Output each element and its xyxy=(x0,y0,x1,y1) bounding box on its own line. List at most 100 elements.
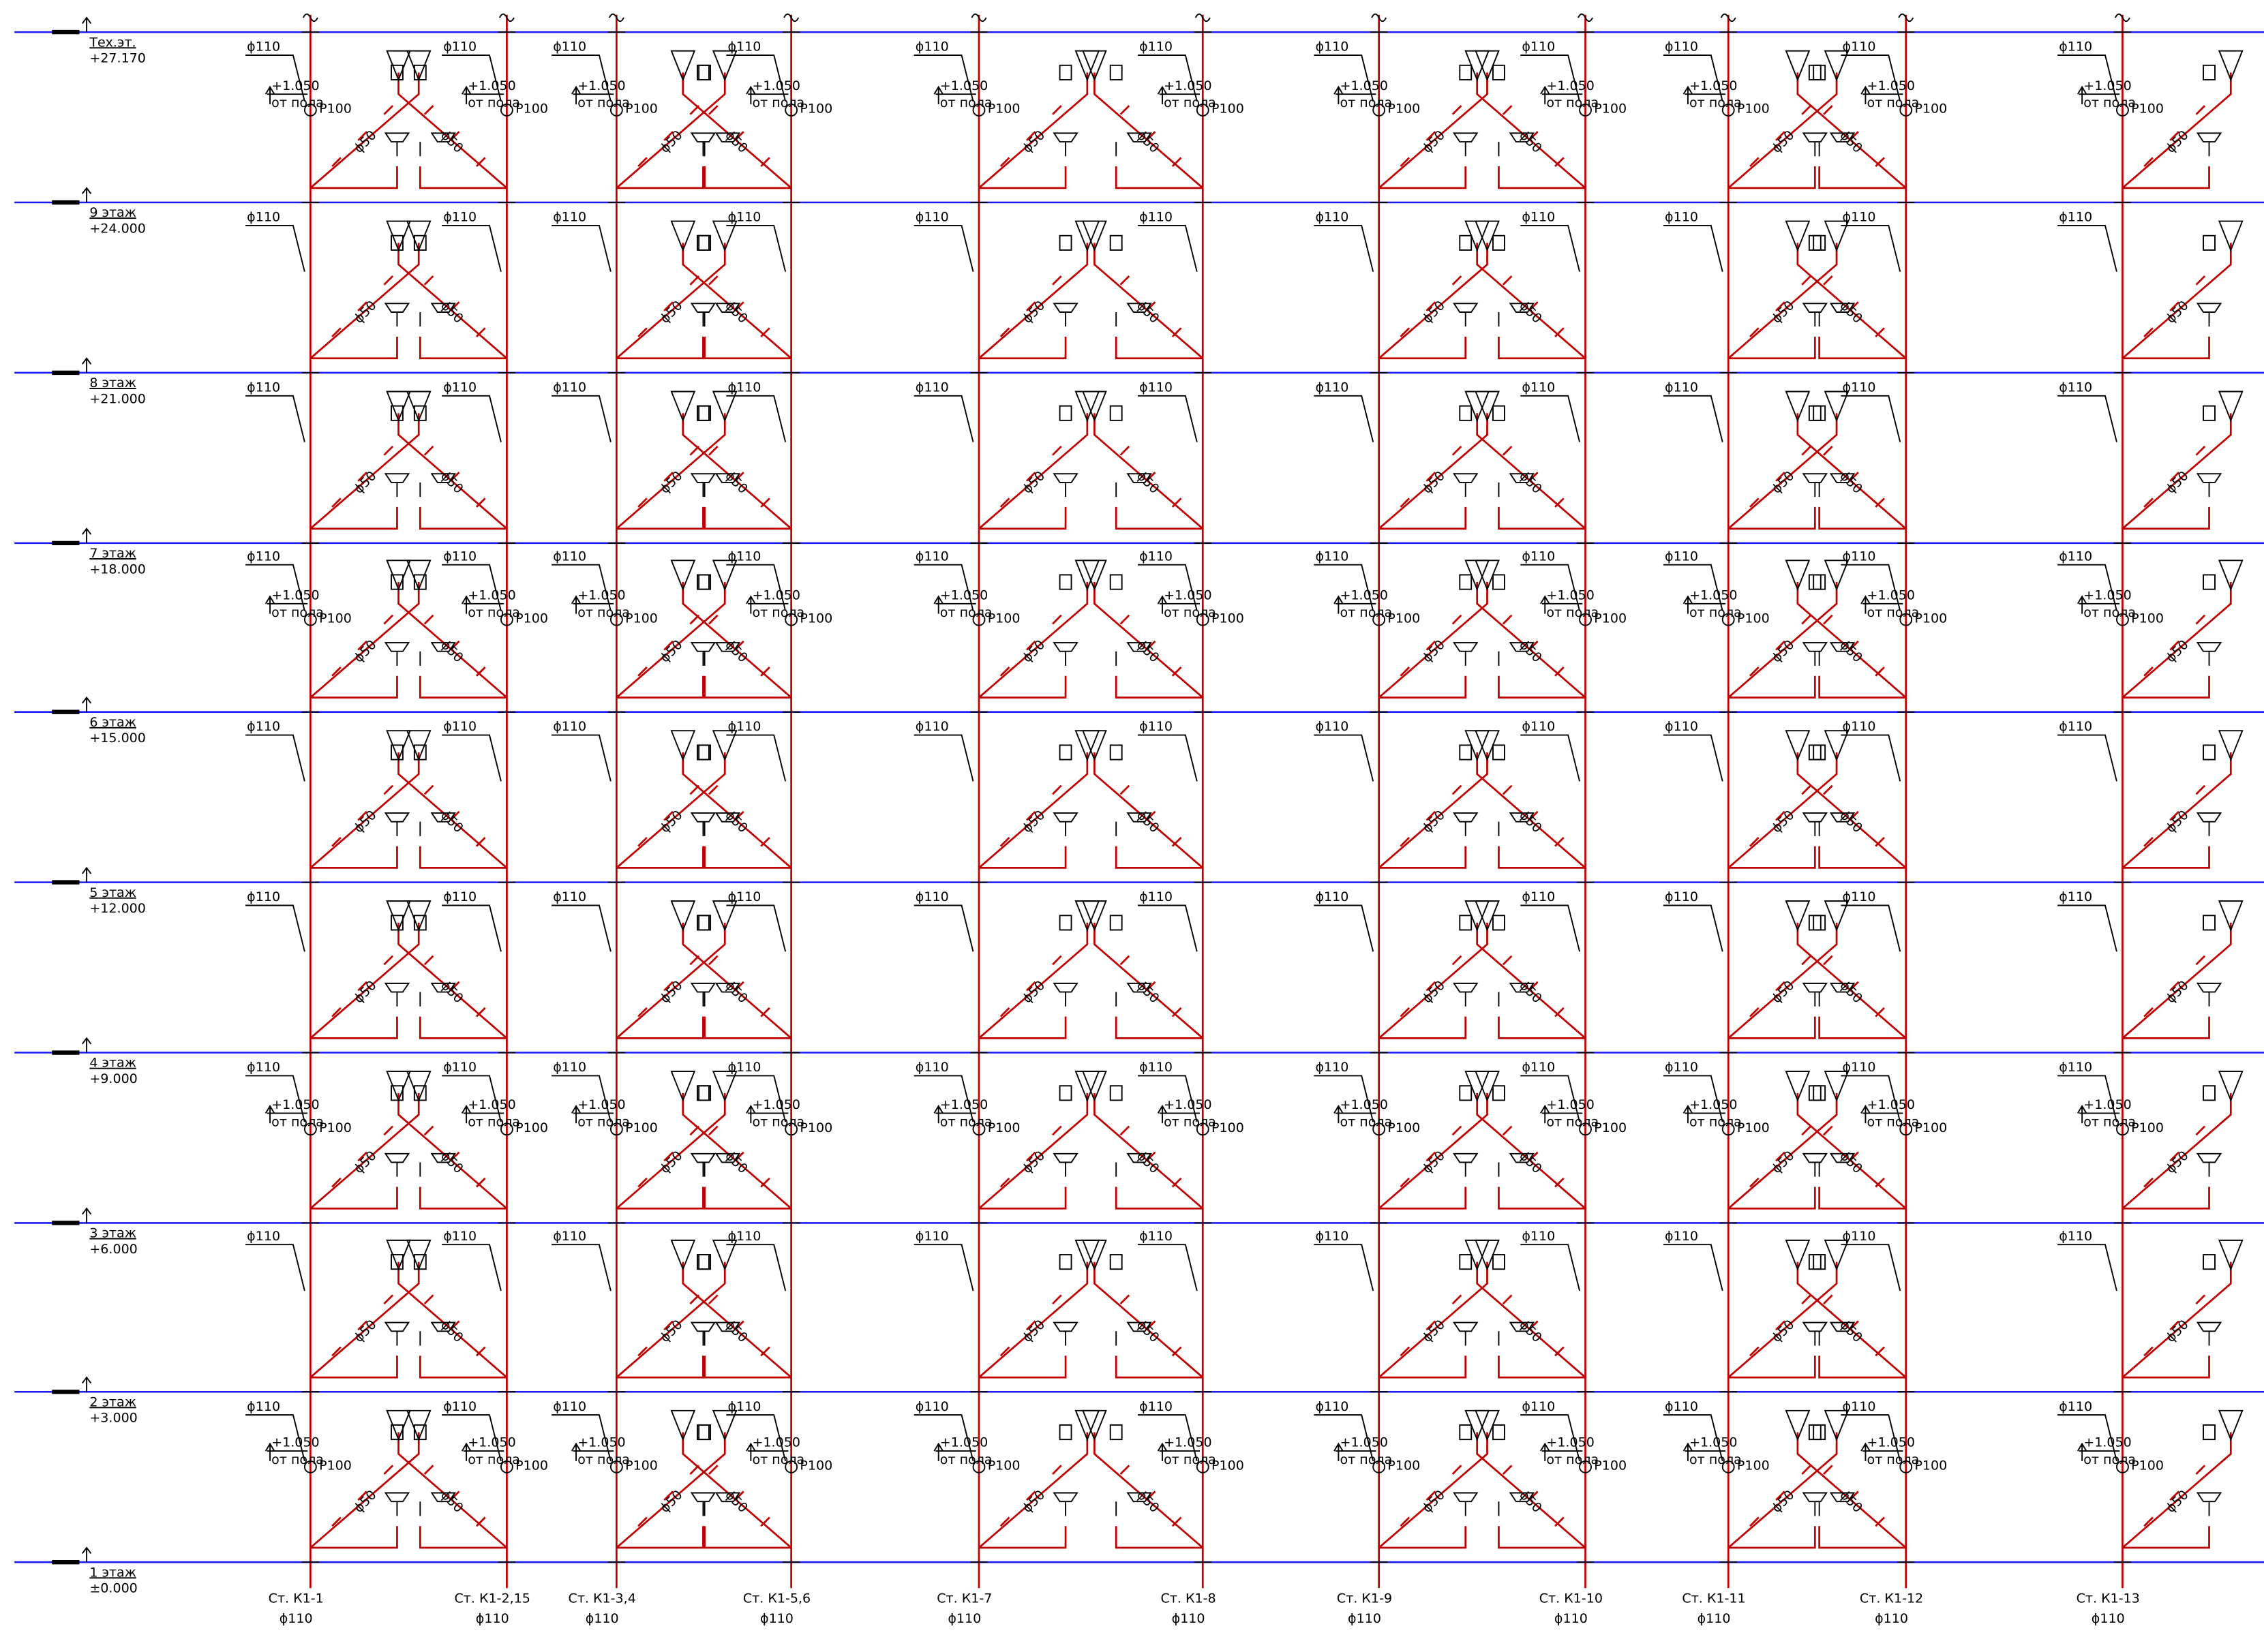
riser-pipe-label: ϕ110 xyxy=(1843,1060,1876,1075)
sink xyxy=(690,1152,716,1177)
cleanout-arrow xyxy=(571,85,582,105)
branch-tick xyxy=(1749,1346,1760,1357)
riser-pipe-label: ϕ110 xyxy=(553,40,586,55)
fixture xyxy=(1492,1085,1505,1101)
cleanout-arrow xyxy=(571,595,582,614)
toilet xyxy=(1464,1239,1490,1271)
cleanout-arrow xyxy=(571,1105,582,1124)
fixture xyxy=(1059,405,1072,421)
sink xyxy=(690,1321,716,1346)
branch-pipe xyxy=(1476,413,1586,530)
branch-tick xyxy=(2169,472,2180,482)
branch-pipe xyxy=(978,413,1089,530)
cleanout-arrow xyxy=(461,85,472,105)
branch-tick xyxy=(475,1007,486,1018)
cleanout-ref: от пола xyxy=(1164,1452,1216,1467)
floor-level: +9.000 xyxy=(89,1071,137,1086)
branch-tick xyxy=(663,1151,674,1162)
floor-level: +12.000 xyxy=(89,901,146,916)
sink xyxy=(1498,982,1535,1007)
branch-tick xyxy=(423,1465,434,1475)
branch-tick xyxy=(2195,275,2206,286)
branch-tick xyxy=(357,131,367,141)
cleanout-ref: от пола xyxy=(1546,95,1599,110)
branch-tick xyxy=(1823,445,1833,456)
leader xyxy=(442,734,502,782)
fixture xyxy=(413,915,427,931)
cleanout-height: +1.050 xyxy=(271,1435,320,1450)
branch-tick xyxy=(449,640,460,651)
cleanout-arrow xyxy=(1157,1442,1168,1461)
branch-tick xyxy=(1528,131,1539,141)
cleanout-arrow xyxy=(2077,1105,2087,1124)
riser-pipe-label: ϕ110 xyxy=(1315,1229,1348,1244)
toilet xyxy=(712,220,738,252)
cleanout-label: P100 xyxy=(988,1120,1021,1135)
sink xyxy=(1818,132,1856,157)
branch-tick xyxy=(1400,498,1410,508)
sink xyxy=(384,473,410,498)
leader xyxy=(1841,564,1901,611)
riser-pipe-label: ϕ110 xyxy=(443,1399,477,1414)
toilet xyxy=(1785,1239,1811,1271)
cleanout-label: P100 xyxy=(515,1120,548,1135)
cleanout xyxy=(1721,104,1735,117)
riser-pipe-label: ϕ110 xyxy=(443,1229,477,1244)
riser-pipe-label: ϕ110 xyxy=(916,380,949,395)
sink xyxy=(419,473,456,498)
cleanout xyxy=(1899,1460,1913,1473)
toilet xyxy=(1785,730,1811,762)
cleanout xyxy=(1372,1460,1386,1473)
cleanout-ref: от пола xyxy=(752,1452,804,1467)
branch-pipe xyxy=(2122,752,2232,869)
leader xyxy=(726,734,787,782)
riser-pipe-label: ϕ110 xyxy=(1315,1060,1348,1075)
branch-pipe xyxy=(978,922,1089,1039)
riser-pipe-label: ϕ110 xyxy=(2059,1399,2092,1414)
sink xyxy=(1818,1321,1856,1346)
leader xyxy=(726,1075,787,1122)
branch-tick xyxy=(663,301,674,311)
floor-name: 6 этаж xyxy=(89,715,136,730)
leader xyxy=(1314,904,1374,952)
fixture xyxy=(1492,64,1505,80)
branch-tick xyxy=(449,981,460,992)
cleanout-label: P100 xyxy=(319,102,352,117)
fixture xyxy=(1059,1424,1072,1441)
branch-tick xyxy=(2143,1516,2154,1527)
cleanout-label: P100 xyxy=(515,102,548,117)
branch-tick xyxy=(1171,498,1182,508)
floor-name: 5 этаж xyxy=(89,885,136,900)
cleanout-label: P100 xyxy=(1737,1458,1770,1473)
branch-tick xyxy=(331,1177,342,1188)
branch-tick xyxy=(383,105,394,115)
toilet xyxy=(2218,1071,2244,1102)
sink xyxy=(1053,642,1078,666)
riser-pipe-label: ϕ110 xyxy=(1139,210,1173,225)
toilet xyxy=(1082,391,1107,423)
branch-tick xyxy=(663,810,674,821)
toilet xyxy=(1824,560,1850,592)
leader xyxy=(1314,395,1374,442)
riser-name: Ст. К1-1 xyxy=(269,1591,324,1606)
cleanout xyxy=(1721,1122,1735,1136)
cleanout-arrow xyxy=(461,1442,472,1461)
branch-tick xyxy=(1145,640,1156,651)
sink xyxy=(2196,1321,2222,1346)
riser-pipe-label: ϕ110 xyxy=(1843,1229,1876,1244)
leader xyxy=(1520,224,1580,272)
leader xyxy=(1520,1414,1580,1462)
branch-tick xyxy=(449,1320,460,1331)
branch-tick xyxy=(760,157,770,168)
fixture xyxy=(2203,64,2216,80)
toilet xyxy=(2218,1239,2244,1271)
sink xyxy=(1115,1492,1152,1516)
riser-pipe-label: ϕ110 xyxy=(553,380,586,395)
branch-tick xyxy=(999,1007,1010,1018)
branch-tick xyxy=(1425,981,1436,992)
branch-tick xyxy=(1849,472,1859,482)
toilet xyxy=(670,50,696,82)
branch-tick xyxy=(1823,955,1833,966)
branch-tick xyxy=(1171,1346,1182,1357)
cleanout-arrow xyxy=(265,85,275,105)
